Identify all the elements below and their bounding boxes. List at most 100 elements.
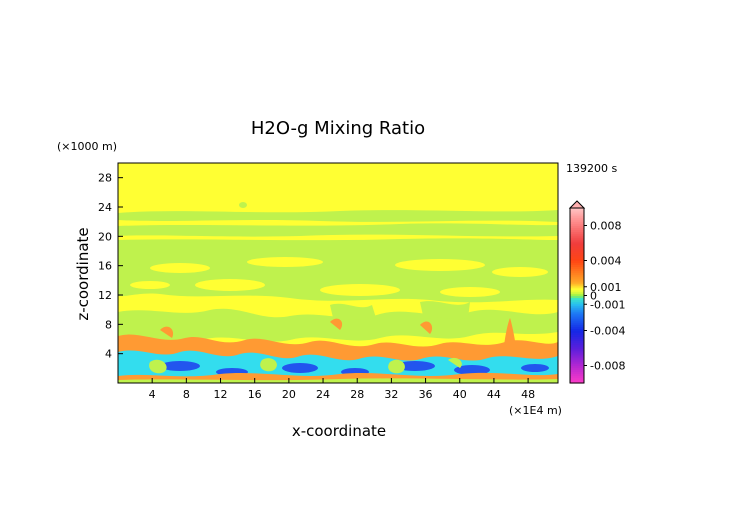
colorbar-strip [570, 338, 584, 341]
colorbar-strip [570, 299, 584, 302]
colorbar-strip [570, 344, 584, 347]
x-tick-label: 28 [350, 388, 364, 401]
colorbar-strip [570, 336, 584, 339]
z-tick-label: 16 [98, 260, 112, 273]
x-tick-label: 24 [316, 388, 330, 401]
colorbar-strip [570, 314, 584, 318]
colorbar-strip [570, 320, 584, 324]
colorbar-strip [570, 311, 584, 314]
colorbar-strip [570, 361, 584, 365]
colorbar-strip [570, 330, 584, 334]
colorbar-strip [570, 291, 584, 295]
z-tick-label: 28 [98, 172, 112, 185]
z-tick-label: 24 [98, 201, 112, 214]
colorbar-strip [570, 272, 584, 275]
colorbar-strip [570, 244, 584, 248]
colorbar-strip [570, 301, 584, 304]
chart-title: H2O-g Mixing Ratio [251, 118, 425, 139]
colorbar-strip [570, 227, 584, 230]
x-tick-label: 36 [419, 388, 433, 401]
blue-patches [160, 361, 549, 376]
colorbar-strip [570, 209, 584, 213]
x-tick-label: 16 [248, 388, 262, 401]
colorbar-strip [570, 208, 584, 211]
colorbar-strip [570, 248, 584, 252]
colorbar-strip [570, 231, 584, 234]
colorbar-strip [570, 287, 584, 291]
x-tick-label: 40 [453, 388, 467, 401]
colorbar-strip [570, 377, 584, 380]
colorbar-strip [570, 276, 584, 279]
colorbar-strip [570, 235, 584, 238]
colorbar-strip [570, 268, 584, 271]
z-ticks: 4 8 12 16 20 24 28 [98, 172, 123, 361]
colorbar-tick-label: -0.004 [590, 325, 625, 338]
x-tick-label: 44 [487, 388, 501, 401]
colorbar-strip [570, 283, 584, 287]
colorbar-strip [570, 270, 584, 273]
colorbar-strip [570, 233, 584, 236]
colorbar-strip [570, 379, 584, 382]
colorbar-strip [570, 252, 584, 256]
colorbar-strip [570, 349, 584, 353]
colorbar-strips [570, 208, 584, 384]
colorbar-strip [570, 293, 584, 297]
colorbar-strip [570, 334, 584, 337]
colorbar-strip [570, 219, 584, 223]
colorbar-tick-label: 0.008 [590, 220, 622, 233]
colorbar-strip [570, 363, 584, 367]
colorbar-strip [570, 316, 584, 320]
plot-frame [117, 162, 559, 384]
colorbar-strip [570, 365, 584, 369]
colorbar-strip [570, 375, 584, 378]
colorbar-tick-label: 0 [590, 290, 597, 303]
colorbar-strip [570, 305, 584, 308]
colorbar-strip [570, 348, 584, 351]
colorbar-strip [570, 367, 584, 370]
z-tick-label: 8 [105, 318, 112, 331]
x-axis-label: x-coordinate [292, 422, 386, 440]
colorbar-strip [570, 225, 584, 229]
colorbar-strip [570, 353, 584, 357]
colorbar-strip [570, 322, 584, 326]
colorbar-strip [570, 281, 584, 285]
colorbar-strip [570, 318, 584, 322]
z-unit-label: (×1000 m) [57, 140, 117, 153]
colorbar-strip [570, 381, 584, 384]
x-tick-label: 4 [149, 388, 156, 401]
colorbar-strip [570, 223, 584, 227]
colorbar-strip [570, 332, 584, 335]
colorbar-strip [570, 237, 584, 240]
colorbar-strip [570, 243, 584, 246]
colorbar-strip [570, 357, 584, 361]
colorbar-strip [570, 289, 584, 293]
colorbar-strip [570, 309, 584, 312]
colorbar-strip [570, 279, 584, 283]
colorbar-strip [570, 295, 584, 299]
colorbar-strip [570, 274, 584, 277]
colorbar-strip [570, 217, 584, 221]
upper-lime-bands [118, 202, 558, 303]
x-tick-label: 12 [214, 388, 228, 401]
colorbar-strip [570, 254, 584, 258]
mixing-ratio-field [118, 163, 558, 383]
colorbar-tick-label: 0.004 [590, 255, 622, 268]
colorbar-strip [570, 342, 584, 345]
colorbar-strip [570, 246, 584, 250]
colorbar-strip [570, 250, 584, 254]
colorbar-strip [570, 213, 584, 217]
lime-swirls [149, 357, 462, 374]
colorbar-strip [570, 355, 584, 359]
colorbar-strip [570, 221, 584, 225]
colorbar-strip [570, 303, 584, 306]
colorbar-strip [570, 359, 584, 363]
colorbar-strip [570, 285, 584, 289]
x-unit-label: (×1E4 m) [509, 404, 562, 417]
colorbar-extend-arrow [568, 200, 586, 209]
colorbar-strip [570, 262, 584, 265]
x-tick-label: 20 [282, 388, 296, 401]
colorbar-strip [570, 229, 584, 232]
